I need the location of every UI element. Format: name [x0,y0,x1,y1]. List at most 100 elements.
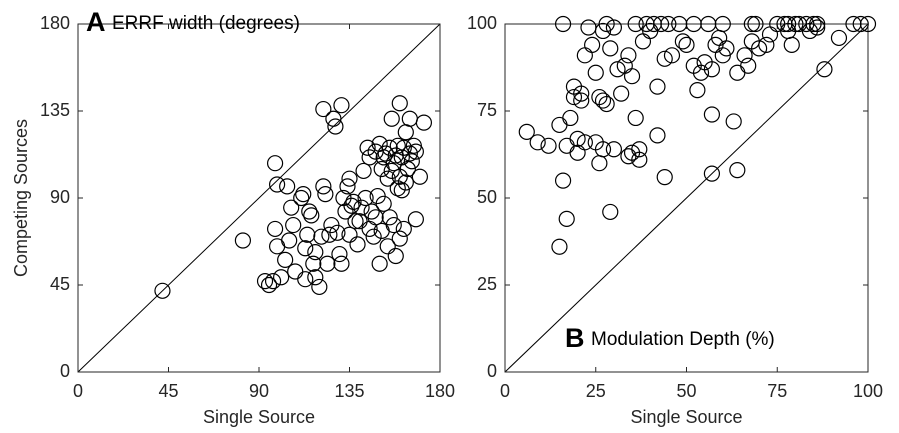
data-point [397,174,414,191]
data-point [281,232,298,249]
data-point [337,203,354,220]
data-point [361,149,378,166]
x-axis-label: Single Source [630,407,742,427]
data-point [554,172,572,189]
data-point [663,47,681,64]
data-point [594,92,612,109]
data-point [393,182,410,199]
data-point [703,106,721,123]
data-point [656,169,673,186]
data-point [631,141,648,158]
data-point [315,178,332,195]
data-point [554,15,572,33]
data-point [341,226,358,243]
data-point [279,178,296,195]
data-point [345,193,362,210]
data-point [805,15,822,33]
data-point [613,85,630,102]
data-point [580,19,597,36]
data-point [859,15,877,33]
data-point [743,15,760,33]
data-point [518,123,535,140]
data-point [576,47,593,64]
identity-line [77,23,441,373]
data-point [729,64,746,81]
data-point [620,148,637,165]
data-point [234,232,252,249]
data-point [558,210,575,227]
data-point [297,240,314,257]
data-point [389,180,406,197]
y-tick-label: 25 [477,274,497,294]
data-point [576,134,593,151]
data-point [750,40,768,57]
data-point [569,144,586,161]
data-point [154,282,171,299]
data-point [311,278,328,296]
data-point [315,100,332,118]
data-point [339,178,356,195]
data-point [809,19,826,36]
data-point [652,15,670,33]
y-axis-label: Competing Sources [11,119,31,277]
data-point [411,168,428,185]
data-point [269,238,286,255]
x-tick-label: 180 [425,381,455,401]
data-point [347,213,364,230]
data-point [401,110,418,127]
data-point [395,139,412,156]
data-point [333,97,350,114]
x-tick-label: 45 [158,381,178,401]
data-point [343,197,360,214]
data-point [293,189,310,207]
data-point [353,199,370,216]
data-point [355,162,372,180]
data-point [319,255,336,272]
data-point [365,228,382,245]
data-point [389,137,406,154]
data-point [587,64,604,81]
y-tick-label: 135 [40,100,70,120]
data-point [551,116,568,134]
x-tick-label: 0 [500,381,510,401]
data-point [307,269,324,286]
data-point [562,109,579,127]
data-point [605,141,623,158]
data-point [297,271,314,288]
x-tick-label: 50 [676,381,696,401]
data-point [689,82,706,99]
data-point [375,149,392,166]
y-tick-label: 0 [487,361,497,381]
panel-title: ERRF width (degrees) [112,13,300,34]
data-point [620,47,637,64]
data-point [678,36,695,53]
data-point [852,15,869,33]
y-tick-label: 0 [60,361,70,381]
data-point [397,124,414,141]
data-point [285,216,302,234]
data-point [383,110,400,127]
data-point [341,170,358,187]
chart-panel: 0 45 90 135 180 0 45 90 135 180 Single Source Compe… [11,7,455,427]
data-point [264,273,282,290]
data-point [277,251,294,268]
data-point [609,61,626,78]
data-point [736,47,753,64]
data-point [403,153,420,170]
data-point [598,95,615,113]
x-tick-label: 135 [334,381,364,401]
data-point [740,57,757,74]
data-point [351,213,368,230]
y-tick-label: 50 [477,187,497,207]
data-point [703,165,721,182]
panel-title: Modulation Depth (%) [591,329,775,350]
data-point [674,33,691,50]
data-point [349,236,366,253]
data-point [379,170,396,187]
data-point [558,137,575,154]
data-point [307,244,324,261]
data-point [598,15,615,33]
data-point [747,15,764,33]
data-point [407,211,424,228]
data-point [329,224,346,241]
